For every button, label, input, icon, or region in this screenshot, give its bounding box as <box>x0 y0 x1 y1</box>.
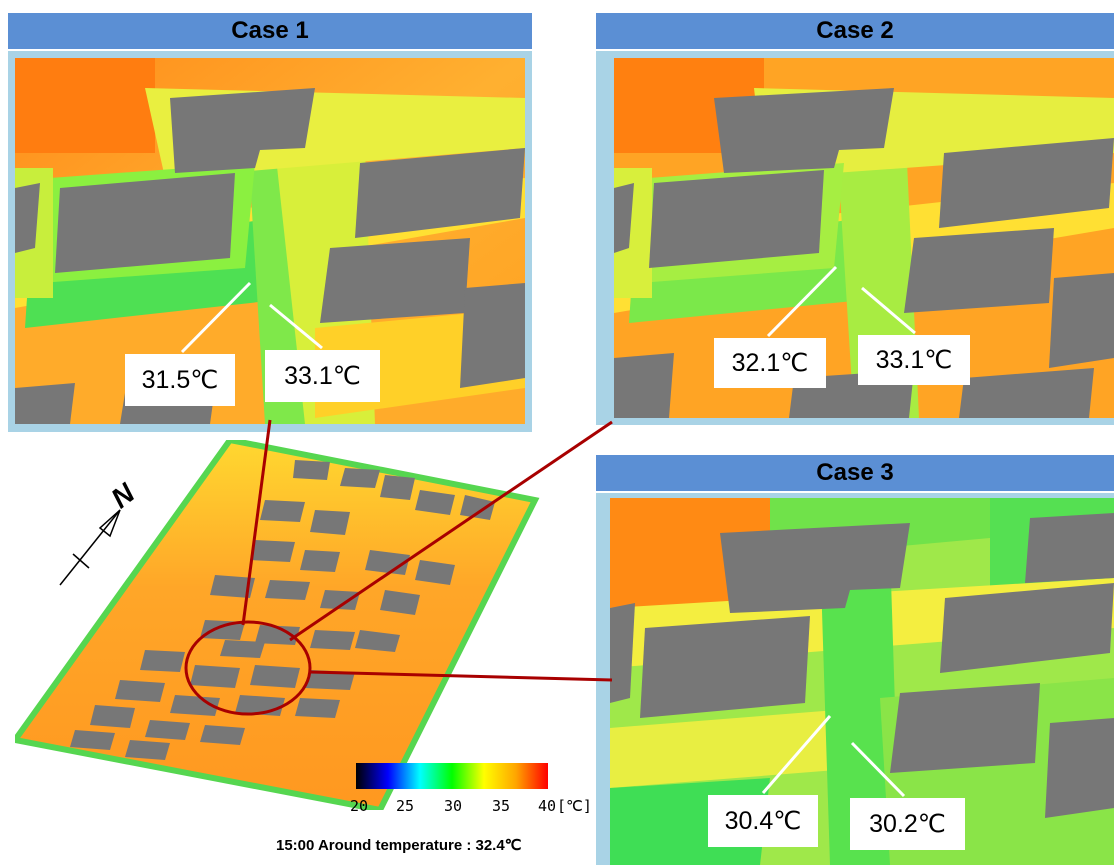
legend-tick-30: 30 <box>444 797 463 815</box>
legend-tick-25: 25 <box>396 797 415 815</box>
case-2-temp-label-1: 32.1℃ <box>714 338 826 388</box>
north-compass: N <box>55 477 145 590</box>
case-3-heatmap <box>610 498 1114 865</box>
legend-ticks: 20 25 30 35 40 [℃] <box>350 797 600 817</box>
legend-tick-35: 35 <box>492 797 511 815</box>
case-1-header: Case 1 <box>8 13 532 49</box>
case-2-title: Case 2 <box>816 17 894 44</box>
legend-tick-20: 20 <box>350 797 369 815</box>
case-1-temp-label-2: 33.1℃ <box>265 350 380 402</box>
case-3-temp-label-1: 30.4℃ <box>708 795 818 847</box>
case-3-title: Case 3 <box>816 459 894 486</box>
case-3-buildings <box>610 513 1114 818</box>
case-2-temp-label-2: 33.1℃ <box>858 335 970 385</box>
footer-caption: 15:00 Around temperature : 32.4℃ <box>276 837 522 854</box>
case-2-buildings <box>614 88 1114 418</box>
legend-unit: [℃] <box>557 797 592 815</box>
case-3-temp-label-2: 30.2℃ <box>850 798 965 850</box>
case-1-temp-label-1: 31.5℃ <box>125 354 235 406</box>
case-2-header: Case 2 <box>596 13 1114 49</box>
temperature-color-scale <box>356 763 548 789</box>
case-3-header: Case 3 <box>596 455 1114 491</box>
legend-tick-40: 40 <box>538 797 557 815</box>
case-1-title: Case 1 <box>231 17 309 44</box>
